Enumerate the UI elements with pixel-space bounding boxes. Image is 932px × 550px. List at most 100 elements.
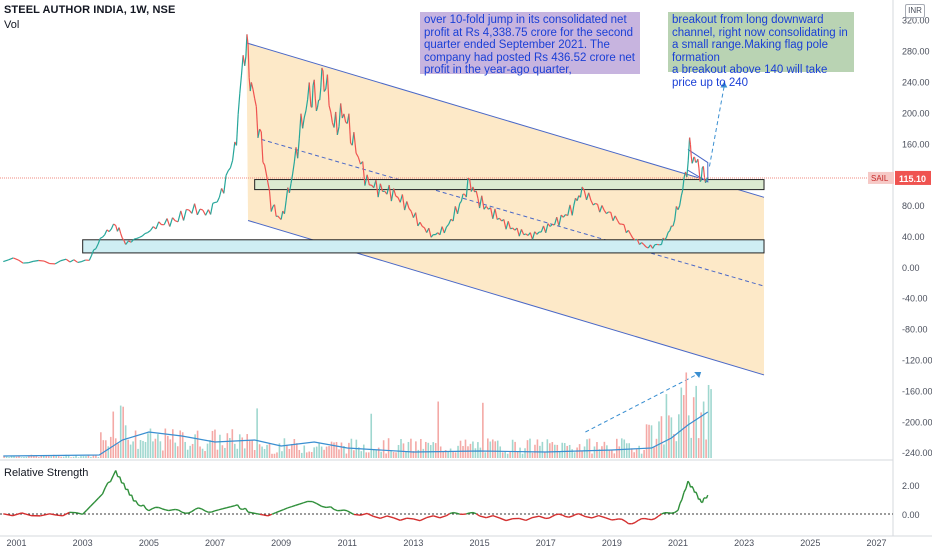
volume-bar xyxy=(3,456,5,458)
annotation-breakout-note[interactable]: breakout from long downward channel, rig… xyxy=(668,12,854,89)
price-segment xyxy=(660,237,664,245)
price-segment xyxy=(81,259,86,263)
projection-arrow[interactable] xyxy=(708,85,725,167)
last-price-tag[interactable] xyxy=(895,170,931,185)
volume-bar xyxy=(258,444,261,458)
rs-segment xyxy=(685,480,689,489)
annotation-result-note[interactable]: over 10-fold jump in its consolidated ne… xyxy=(420,12,640,76)
volume-bar xyxy=(494,441,497,458)
resistance-zone[interactable] xyxy=(254,179,765,191)
rs-segment xyxy=(148,508,153,512)
volume-bar xyxy=(593,446,596,458)
volume-bar xyxy=(28,455,30,458)
rs-segment xyxy=(446,512,451,517)
price-segment xyxy=(599,205,603,213)
downward-channel[interactable] xyxy=(246,42,765,375)
price-segment xyxy=(255,106,259,138)
time-tick-label: 2005 xyxy=(139,538,159,548)
price-segment xyxy=(460,193,464,202)
price-segment xyxy=(518,229,523,237)
price-segment xyxy=(417,221,421,227)
volume-bar xyxy=(186,449,189,458)
volume-bar xyxy=(576,447,578,458)
volume-bar xyxy=(15,456,18,458)
volume-bar xyxy=(55,456,57,458)
volume-bar xyxy=(82,456,85,458)
volume-bar xyxy=(573,452,576,458)
price-segment xyxy=(303,110,307,118)
rs-segment xyxy=(142,504,147,510)
rs-segment xyxy=(585,515,593,519)
volume-bar xyxy=(107,446,110,458)
rs-segment xyxy=(75,511,83,515)
rs-segment xyxy=(681,492,685,500)
volume-bar xyxy=(348,442,350,458)
rs-segment xyxy=(406,517,414,520)
volume-bar xyxy=(410,438,412,458)
volume-bar xyxy=(360,451,363,458)
volume-bar xyxy=(561,442,564,458)
volume-bar xyxy=(432,442,435,458)
price-segment xyxy=(520,229,525,235)
rs-segment xyxy=(466,512,470,515)
rs-segment xyxy=(283,507,289,511)
price-segment xyxy=(338,103,342,127)
price-segment xyxy=(273,204,277,217)
price-segment xyxy=(330,111,333,123)
rs-segment xyxy=(393,517,401,521)
volume-bar xyxy=(519,447,521,458)
rs-segment xyxy=(671,511,675,514)
rs-segment xyxy=(346,510,355,516)
rs-segment xyxy=(140,504,144,507)
rs-segment xyxy=(130,494,135,502)
price-segment xyxy=(90,249,95,256)
volume-bar xyxy=(40,455,43,458)
support-zone[interactable] xyxy=(82,239,765,254)
rs-segment xyxy=(366,512,375,518)
volume-trend-arrow[interactable] xyxy=(585,373,699,433)
volume-bar xyxy=(179,430,182,458)
volume-bar xyxy=(640,453,643,458)
rs-segment xyxy=(168,509,173,512)
volume-bar xyxy=(700,412,702,458)
symbol-tag[interactable] xyxy=(868,171,894,184)
volume-bar xyxy=(303,445,306,458)
flag-pattern[interactable] xyxy=(687,149,709,183)
price-segment xyxy=(177,210,182,222)
volume-bar xyxy=(623,439,626,458)
currency-badge[interactable]: INR xyxy=(905,4,925,18)
rs-segment xyxy=(413,518,421,522)
volume-bar xyxy=(425,441,427,458)
volume-bar xyxy=(434,443,437,458)
volume-bar xyxy=(139,440,142,458)
volume-bar xyxy=(62,456,65,458)
price-segment xyxy=(415,212,419,227)
price-segment xyxy=(106,229,110,233)
channel-upper-line[interactable] xyxy=(246,42,765,198)
price-segment xyxy=(100,236,103,239)
rs-segment xyxy=(485,514,494,519)
rs-segment xyxy=(211,510,216,513)
volume-bar xyxy=(286,444,288,458)
price-segment xyxy=(300,113,304,129)
volume-bar xyxy=(105,440,107,458)
volume-bar xyxy=(117,443,120,458)
rs-segment xyxy=(161,508,166,511)
rs-segment xyxy=(696,494,700,500)
price-segment xyxy=(686,160,689,178)
price-segment xyxy=(209,203,214,215)
channel-mid-line[interactable] xyxy=(261,138,765,287)
rs-segment xyxy=(86,505,92,511)
rs-segment xyxy=(137,504,142,507)
drawing-zones[interactable] xyxy=(0,42,893,433)
indicator-title: Relative Strength xyxy=(4,467,89,479)
volume-bar xyxy=(325,446,328,458)
volume-bar xyxy=(45,455,48,458)
volume-bar xyxy=(643,449,645,458)
price-segment xyxy=(552,223,555,226)
price-segment xyxy=(641,242,645,245)
volume-bar xyxy=(506,453,509,458)
rs-segment xyxy=(631,521,636,525)
price-segment xyxy=(120,233,123,239)
